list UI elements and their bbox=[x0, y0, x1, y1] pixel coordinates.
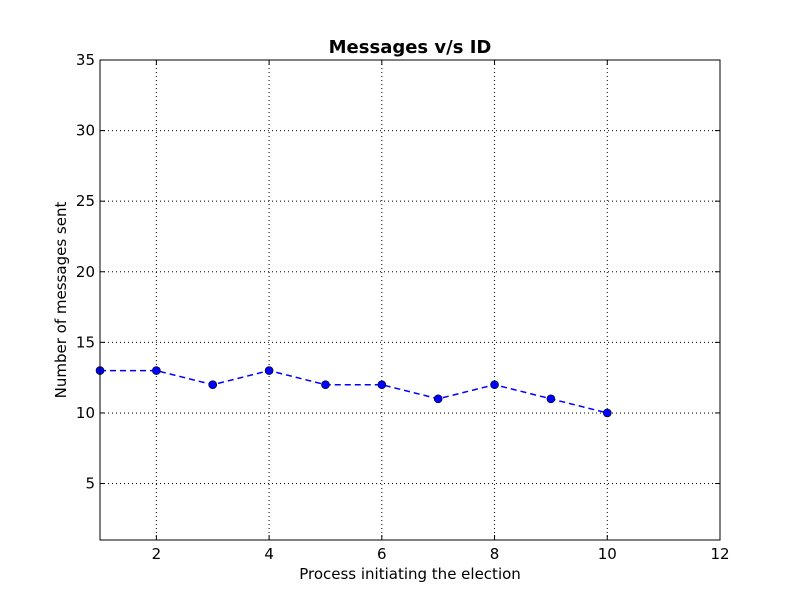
x-axis-label: Process initiating the election bbox=[299, 565, 521, 583]
y-tick-label: 10 bbox=[76, 404, 95, 422]
y-tick-label: 35 bbox=[76, 51, 95, 69]
x-tick-label: 4 bbox=[264, 545, 274, 563]
data-point-10 bbox=[602, 408, 612, 418]
x-tick-label: 8 bbox=[490, 545, 500, 563]
data-point-5 bbox=[321, 380, 330, 390]
data-point-3 bbox=[208, 380, 218, 390]
grid bbox=[100, 60, 720, 540]
series-line bbox=[100, 369, 608, 414]
axes-ticks: 2 4 6 8 10 12 5 10 15 20 25 30 35 bbox=[76, 51, 730, 563]
y-tick-label: 25 bbox=[76, 192, 95, 210]
data-point-6 bbox=[377, 380, 387, 390]
data-point-9 bbox=[546, 394, 556, 404]
x-tick-label: 6 bbox=[377, 545, 387, 563]
data-point-2 bbox=[152, 366, 161, 375]
x-tick-label: 10 bbox=[598, 545, 617, 563]
series-layer bbox=[95, 366, 612, 418]
chart-title: Messages v/s ID bbox=[329, 37, 492, 58]
data-point-7 bbox=[433, 394, 443, 404]
x-tick-label: 2 bbox=[152, 545, 162, 563]
y-tick-label: 30 bbox=[76, 122, 95, 140]
y-tick-label: 20 bbox=[76, 263, 95, 281]
data-point-4 bbox=[264, 366, 274, 375]
plot-frame bbox=[99, 59, 721, 541]
y-tick-label: 15 bbox=[76, 333, 95, 351]
y-tick-label: 5 bbox=[85, 475, 95, 493]
x-tick-label: 12 bbox=[710, 545, 729, 563]
data-point-8 bbox=[490, 380, 499, 390]
y-axis-label: Number of messages sent bbox=[52, 202, 70, 399]
